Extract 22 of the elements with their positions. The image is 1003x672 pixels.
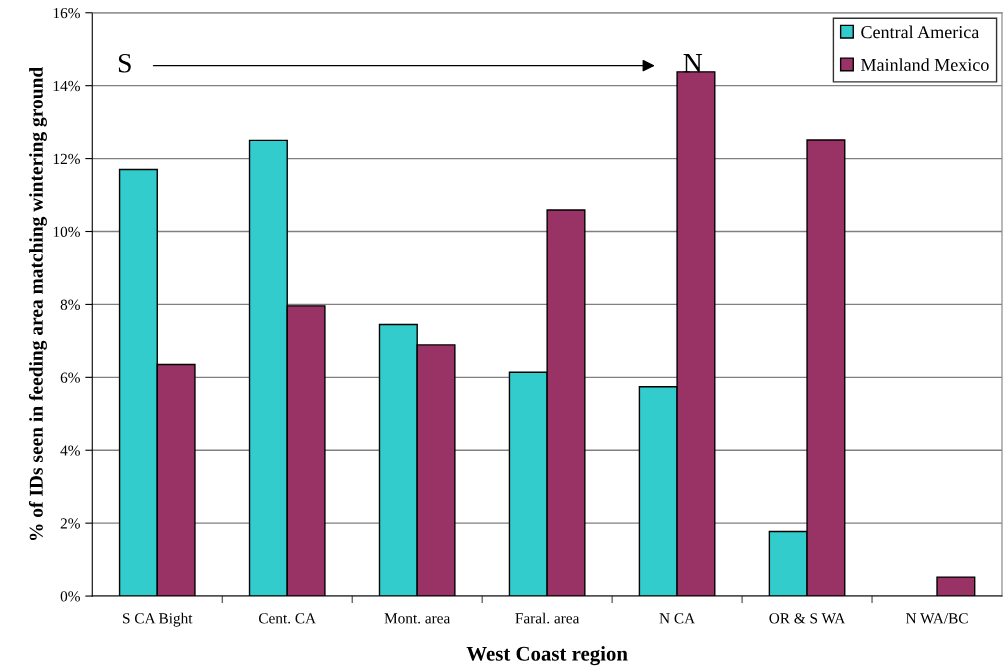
y-tick-label: 4% <box>60 445 80 456</box>
y-tick-label: 12% <box>53 153 80 165</box>
legend-label: Mainland Mexico <box>861 58 989 71</box>
legend-label: Central America <box>861 25 980 39</box>
x-tick-label: N CA <box>659 613 696 624</box>
x-tick-label: S CA Bight <box>123 612 193 627</box>
annotation: N <box>683 54 703 73</box>
x-axis-title: West Coast region <box>466 646 628 666</box>
y-tick-label: 0% <box>60 591 80 602</box>
y-tick-label: 2% <box>60 518 80 529</box>
y-tick-label: 16% <box>53 7 80 19</box>
y-tick-label: 10% <box>53 226 80 238</box>
x-tick-label: N WA/BC <box>905 613 968 624</box>
y-tick-label: 14% <box>53 80 80 92</box>
x-tick-label: OR & S WA <box>769 613 846 624</box>
x-tick-label: Cent. CA <box>258 613 316 624</box>
y-tick-label: 8% <box>60 299 80 310</box>
annotation: S <box>118 53 131 73</box>
y-axis-title: % of IDs seen in feeding area matching wintering ground <box>28 67 47 541</box>
y-tick-label: 6% <box>60 372 80 383</box>
x-tick-label: Faral. area <box>515 612 580 624</box>
x-tick-label: Mont. area <box>384 613 451 624</box>
